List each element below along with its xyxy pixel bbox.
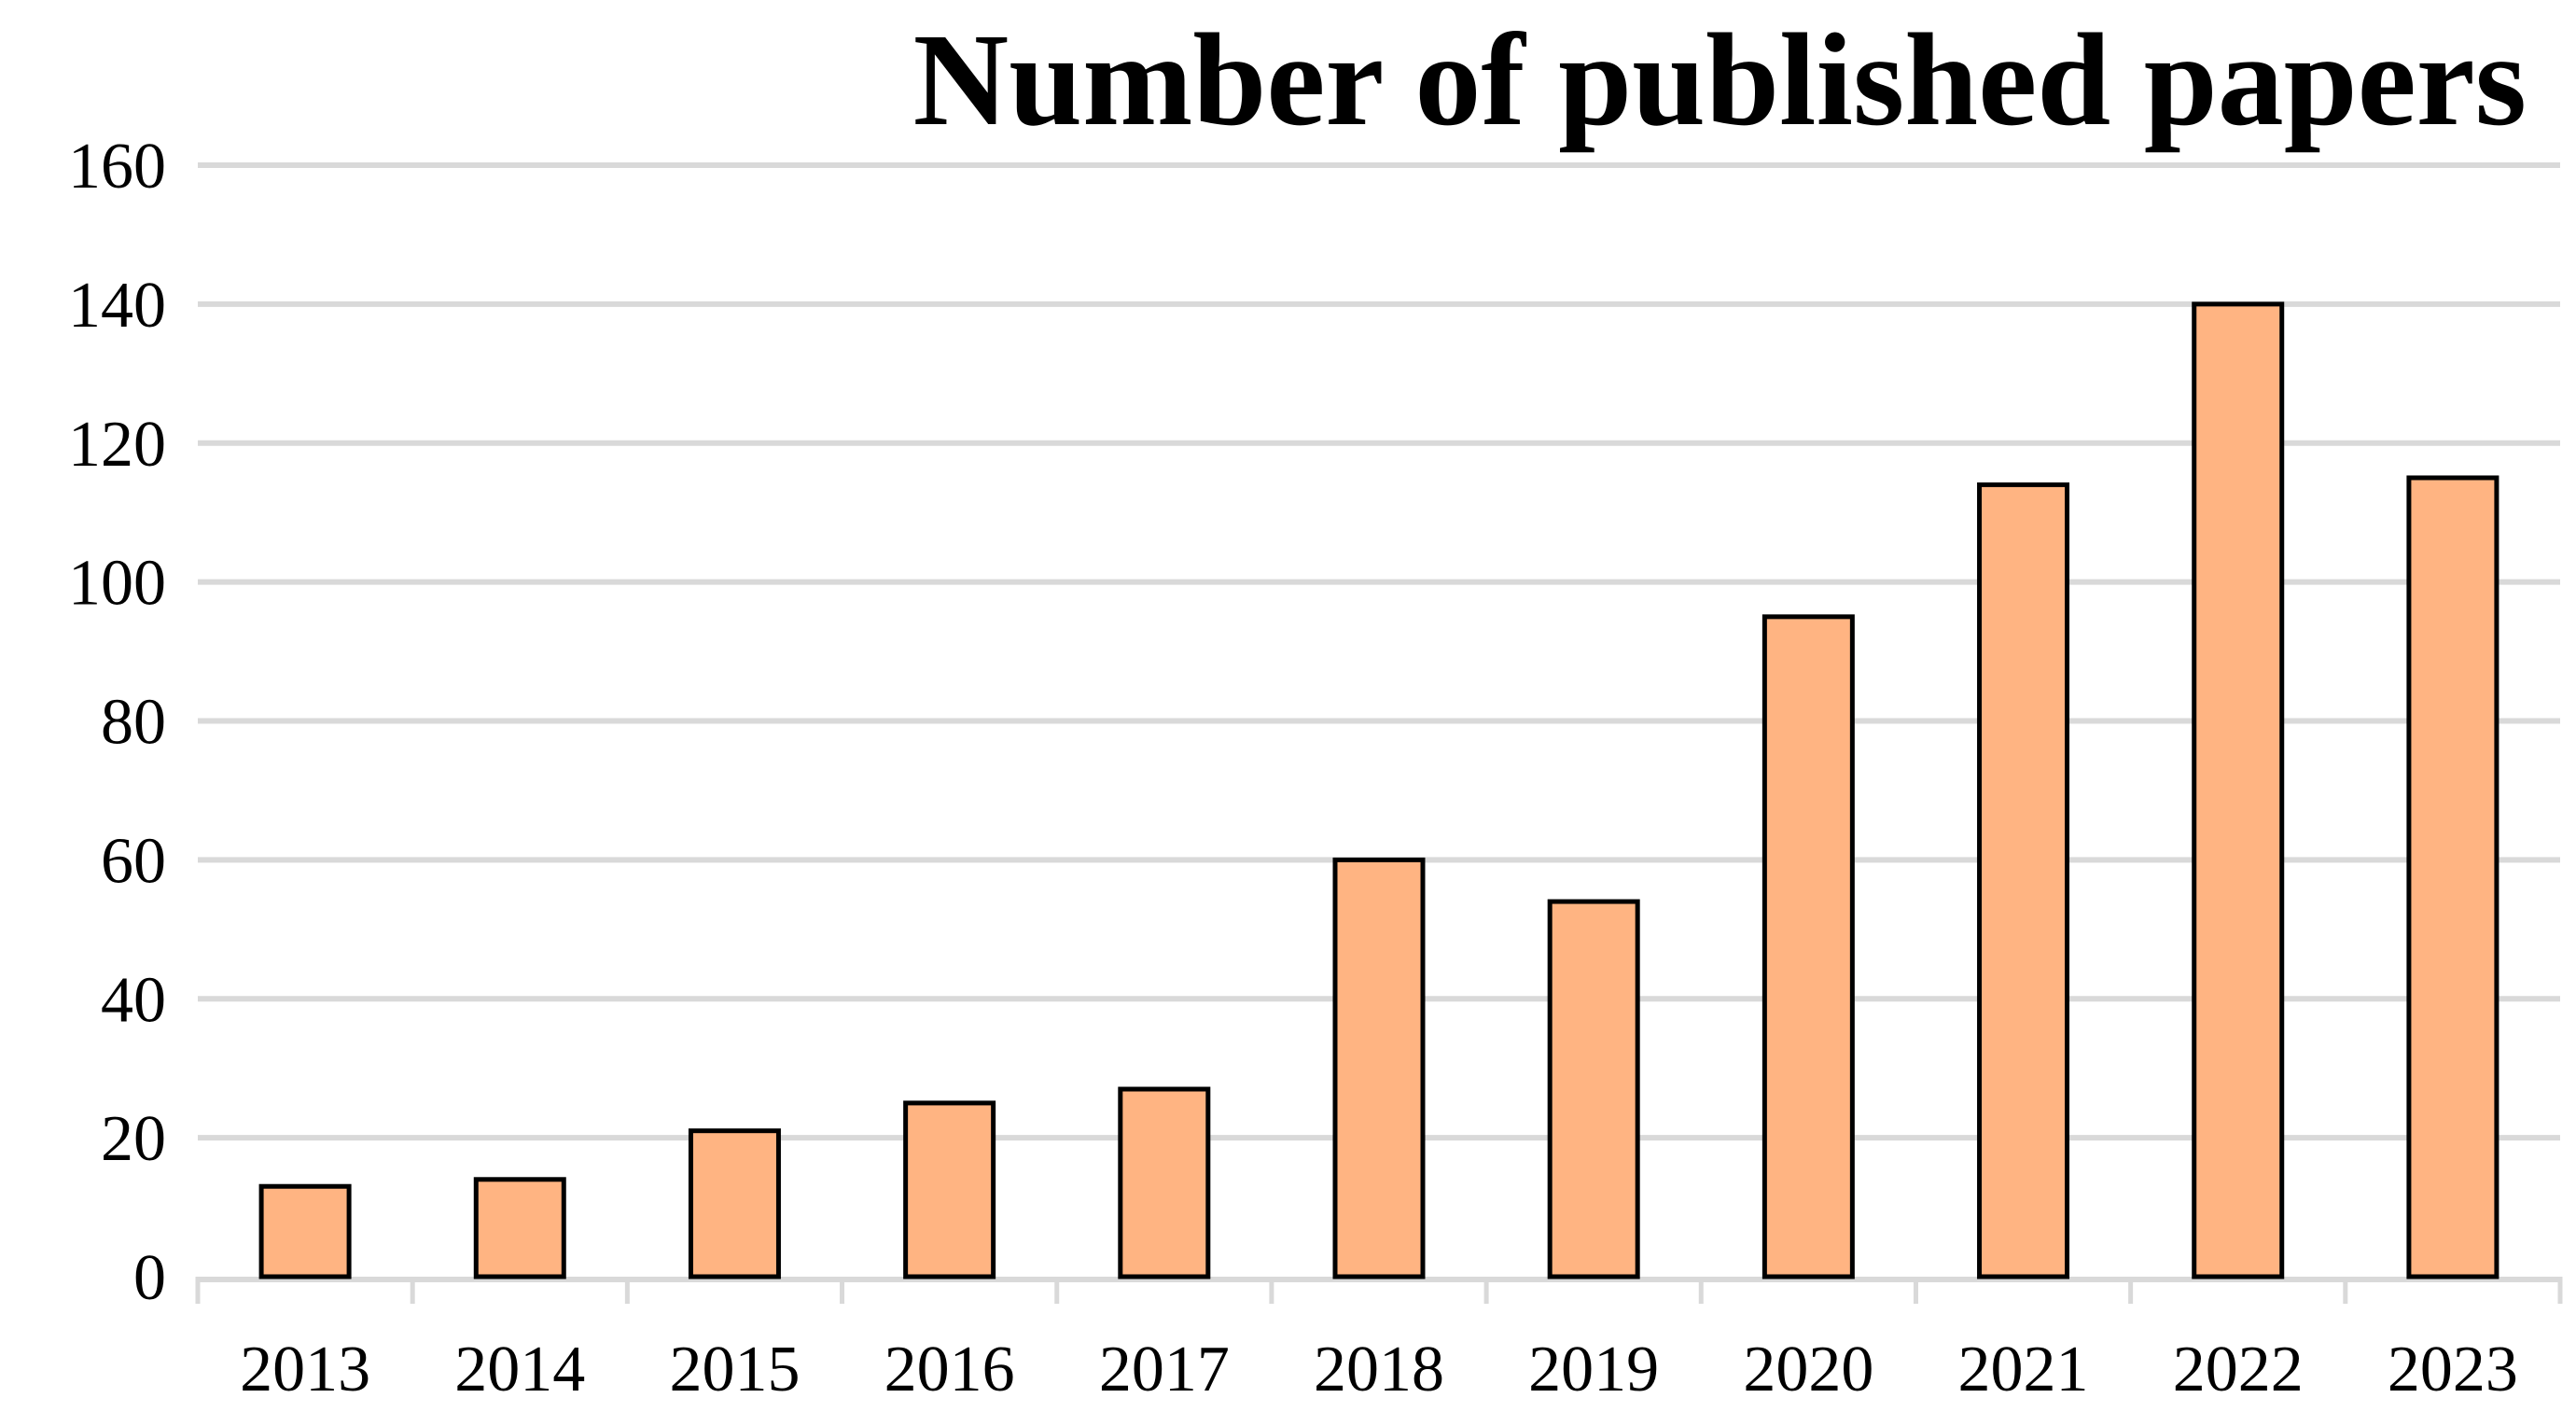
bar-2015 <box>688 1128 781 1279</box>
bar-2014 <box>473 1177 566 1279</box>
y-tick-label: 100 <box>68 548 166 620</box>
y-tick-label: 120 <box>68 409 166 481</box>
x-tick-label: 2015 <box>669 1334 800 1405</box>
x-tick-label: 2020 <box>1743 1334 1873 1405</box>
bar-2019 <box>1547 899 1640 1279</box>
x-tick-label: 2017 <box>1099 1334 1230 1405</box>
bar-2017 <box>1118 1086 1211 1279</box>
bar-2023 <box>2406 475 2499 1279</box>
x-tick-label: 2022 <box>2173 1334 2304 1405</box>
y-tick-label: 40 <box>101 964 166 1036</box>
x-tick-label: 2021 <box>1958 1334 2089 1405</box>
y-tick-label: 20 <box>101 1103 166 1175</box>
x-tick-label: 2016 <box>884 1334 1015 1405</box>
chart-title: Number of published papers <box>913 6 2527 153</box>
bar-2018 <box>1332 857 1426 1279</box>
bars <box>258 301 2499 1279</box>
bar-2022 <box>2192 301 2285 1279</box>
x-tick-label: 2019 <box>1528 1334 1659 1405</box>
y-tick-label: 160 <box>68 131 166 203</box>
y-tick-label: 60 <box>101 825 166 897</box>
y-tick-label: 80 <box>101 687 166 759</box>
y-axis-tick-labels: 0 20 40 60 80 100 120 140 160 <box>68 131 166 1314</box>
y-tick-label: 140 <box>68 270 166 342</box>
x-tick-label: 2013 <box>240 1334 370 1405</box>
x-tick-label: 2014 <box>454 1334 585 1405</box>
x-tick-label: 2023 <box>2388 1334 2518 1405</box>
x-axis <box>195 1277 2563 1304</box>
x-tick-label: 2018 <box>1314 1334 1444 1405</box>
y-tick-label: 0 <box>133 1242 166 1314</box>
bar-2021 <box>1977 482 2070 1279</box>
bar-2016 <box>903 1100 996 1279</box>
bar-2020 <box>1761 614 1855 1279</box>
x-axis-tick-labels: 2013 2014 2015 2016 2017 2018 2019 2020 2021 2022… <box>240 1334 2518 1405</box>
bar-2013 <box>258 1183 352 1279</box>
